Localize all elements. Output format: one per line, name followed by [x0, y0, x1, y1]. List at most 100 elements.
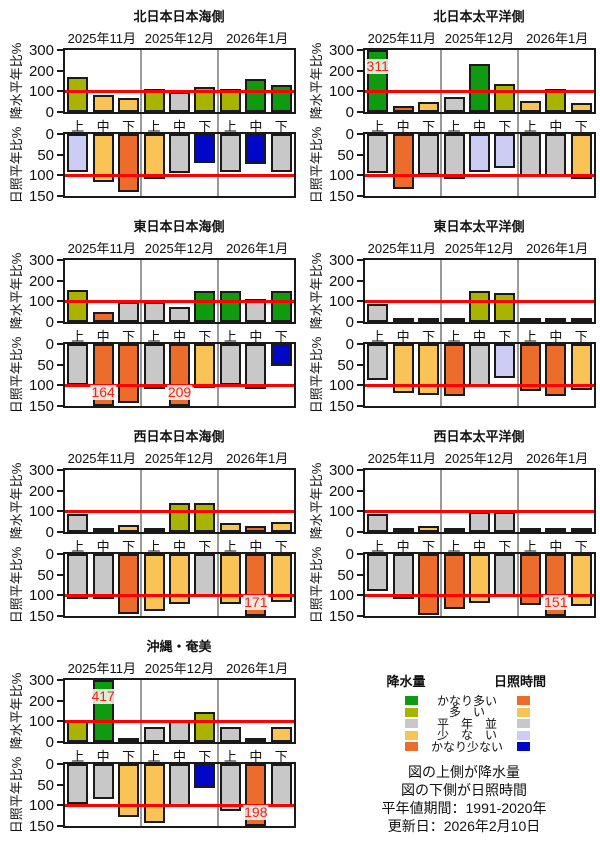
precip-bar — [545, 528, 567, 532]
y-tick-label: 50 — [37, 146, 54, 164]
period-label: 上 — [447, 119, 461, 134]
precip-bar — [118, 524, 140, 532]
precip-bar — [443, 318, 465, 322]
y-axis-label: 日照平年比% — [9, 126, 24, 204]
month-label: 2026年1月 — [526, 451, 589, 466]
sun-bar — [219, 134, 241, 173]
y-tick-label: 0 — [345, 314, 354, 331]
y-axis-label: 日照平年比% — [9, 546, 24, 624]
y-tick-label: 100 — [28, 83, 54, 101]
y-axis-label: 日照平年比% — [309, 126, 324, 204]
period-label: 下 — [574, 119, 588, 134]
sun-bar — [367, 554, 389, 592]
sun-bar — [194, 764, 216, 788]
month-label: 2025年11月 — [67, 451, 137, 466]
sunshine-chart: 151 — [363, 552, 596, 618]
precip-bar — [92, 95, 114, 112]
precip-bar — [270, 726, 292, 742]
sunshine-chart: 198 — [63, 762, 296, 828]
precip-bar — [418, 317, 440, 322]
precip-bar — [443, 96, 465, 112]
reference-line — [65, 593, 294, 597]
y-tick — [57, 259, 63, 261]
precip-bar — [67, 719, 89, 742]
period-label: 下 — [122, 539, 136, 554]
legend-row-label: かなり多い — [436, 693, 497, 708]
value-label: 209 — [166, 384, 193, 400]
y-tick — [57, 510, 63, 513]
y-tick-label: 300 — [328, 252, 354, 269]
period-label: 下 — [198, 119, 212, 134]
period-label: 下 — [274, 329, 288, 344]
panel-title: 西日本日本海側 — [133, 429, 225, 444]
y-tick-label: 200 — [328, 482, 354, 500]
period-label: 上 — [71, 539, 85, 554]
sunshine-chart — [63, 132, 296, 198]
sun-bar — [443, 344, 465, 396]
panel-title: 東日本太平洋側 — [433, 219, 525, 234]
y-tick-label: 50 — [337, 146, 354, 164]
month-label: 2025年12月 — [144, 241, 215, 256]
precip-bar — [494, 293, 516, 322]
y-tick-label: 200 — [328, 62, 354, 80]
month-label: 2025年12月 — [144, 661, 215, 676]
y-tick — [57, 783, 63, 786]
period-label: 上 — [223, 119, 237, 134]
period-label: 中 — [549, 539, 563, 554]
precip-bar — [519, 318, 541, 322]
sun-bar — [418, 134, 440, 175]
y-axis-label: 日照平年比% — [309, 336, 324, 414]
y-tick — [57, 741, 63, 743]
precipitation-chart: 311 — [363, 48, 596, 114]
y-tick-label: 0 — [345, 524, 354, 541]
month-label: 2026年1月 — [226, 451, 289, 466]
precip-bar — [245, 78, 267, 112]
precip-bar — [194, 503, 216, 532]
period-label: 上 — [71, 749, 85, 764]
reference-line — [365, 299, 594, 303]
panel-title: 西日本太平洋側 — [433, 429, 525, 444]
period-label: 中 — [472, 329, 486, 344]
period-label: 上 — [523, 539, 537, 554]
precip-bar — [469, 291, 490, 322]
precip-bar — [392, 105, 414, 112]
precipitation-chart: 417 — [63, 678, 296, 744]
sun-bar — [519, 344, 541, 391]
legend-swatch-sun — [517, 730, 530, 740]
precip-bar — [494, 512, 516, 532]
precip-bar — [570, 528, 592, 532]
month-separator — [139, 48, 142, 198]
sun-bar — [392, 554, 414, 599]
period-label: 上 — [223, 329, 237, 344]
period-label: 中 — [172, 539, 186, 554]
precip-bar — [219, 522, 241, 532]
sun-bar — [67, 554, 89, 600]
value-label: 171 — [243, 594, 269, 610]
reference-line — [65, 509, 294, 513]
y-tick-label: 0 — [345, 126, 354, 143]
sun-bar — [545, 134, 567, 177]
period-label: 下 — [498, 119, 512, 134]
y-tick-label: 50 — [337, 566, 354, 584]
y-tick-label: 300 — [28, 462, 54, 479]
panel-2: 東日本日本海側 2025年11月 2025年12月 2026年1月 300 200 100 0… — [0, 210, 300, 420]
y-tick-label: 50 — [337, 356, 354, 374]
y-tick — [357, 174, 363, 177]
period-label: 中 — [396, 329, 410, 344]
precip-bar — [469, 64, 490, 112]
y-tick-label: 300 — [28, 672, 54, 689]
reference-line — [65, 299, 294, 303]
month-separator — [439, 48, 442, 198]
month-separator — [517, 468, 520, 618]
sun-bar — [367, 134, 389, 174]
y-tick — [57, 489, 63, 492]
period-label: 中 — [172, 749, 186, 764]
sun-bar — [118, 344, 140, 404]
precip-bar — [194, 87, 216, 112]
y-tick — [57, 825, 63, 827]
precip-bar — [545, 318, 567, 322]
y-tick-label: 50 — [37, 776, 54, 794]
sun-bar — [270, 554, 292, 603]
y-tick — [357, 405, 363, 407]
period-label: 下 — [574, 539, 588, 554]
